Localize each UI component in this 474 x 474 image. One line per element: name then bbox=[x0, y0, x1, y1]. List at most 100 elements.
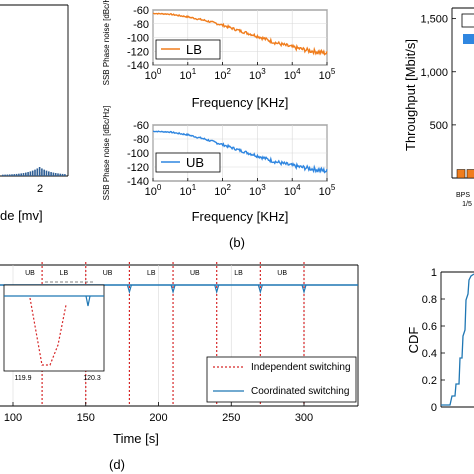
band-label: UB bbox=[190, 270, 200, 277]
x-tick-label: 105 bbox=[319, 183, 336, 198]
band-label: LB bbox=[60, 270, 69, 277]
x-tick-label: 105 bbox=[319, 67, 336, 82]
category-label: 1/5 bbox=[462, 201, 472, 208]
legend-swatch-hatched bbox=[463, 34, 474, 44]
x-tick-label: 102 bbox=[214, 183, 231, 198]
x-axis-label: Frequency [KHz] bbox=[192, 209, 289, 224]
coordinated-dip bbox=[214, 284, 220, 295]
svg-text:CDF: CDF bbox=[406, 327, 421, 354]
x-tick-label: 100 bbox=[4, 412, 22, 424]
histogram-bar bbox=[27, 172, 29, 176]
inset-tick-label: 119.9 bbox=[15, 375, 32, 382]
y-tick-label: 1 bbox=[431, 267, 437, 279]
panel-throughput: 1,500 1,000 500 Throughput [Mbit/s] BPS 1/… bbox=[403, 7, 474, 208]
inset-tick-label: 120.3 bbox=[83, 375, 101, 382]
legend: Independent switching Coordinated switch… bbox=[206, 356, 357, 403]
y-tick-label: 0.8 bbox=[422, 294, 437, 306]
y-axis-label: CDF bbox=[406, 327, 421, 354]
histogram-bar bbox=[8, 174, 11, 176]
histogram-bar bbox=[41, 168, 43, 176]
histogram-bar bbox=[43, 169, 45, 176]
histogram-bar bbox=[25, 172, 27, 176]
panel-cdf: 1 0.8 0.6 0.4 0.2 0 CDF bbox=[406, 267, 474, 414]
svg-text:SSB Phase noise [dBc/Hz]: SSB Phase noise [dBc/Hz] bbox=[102, 0, 111, 85]
x-tick-label: 100 bbox=[145, 183, 162, 198]
x-axis-label: Time [s] bbox=[113, 431, 159, 446]
band-label: UB bbox=[103, 270, 113, 277]
x-axis-label: de [mv] bbox=[0, 208, 43, 223]
throughput-bar bbox=[466, 169, 474, 179]
histogram-bar bbox=[57, 173, 59, 176]
x-tick-label: 2 bbox=[37, 183, 43, 195]
y-tick-label: -100 bbox=[127, 148, 149, 160]
histogram-bar bbox=[6, 174, 9, 176]
category-label: BPS bbox=[456, 192, 470, 199]
panel-top-left: 2 de [mv] bbox=[0, 4, 69, 223]
cdf-line bbox=[441, 273, 474, 406]
legend-label-independent: Independent switching bbox=[251, 362, 351, 373]
y-tick-label: 500 bbox=[430, 120, 448, 132]
y-tick-label: 0.6 bbox=[422, 321, 437, 333]
legend: LB bbox=[155, 39, 221, 60]
histogram-bar bbox=[31, 170, 34, 176]
series-line-ub bbox=[153, 130, 328, 174]
y-axis-label: SSB Phase noise [dBc/Hz] bbox=[102, 106, 111, 201]
y-tick-label: 1,000 bbox=[420, 67, 448, 79]
y-axis-label: Throughput [Mbit/s] bbox=[403, 39, 418, 151]
histogram-bar bbox=[34, 169, 36, 176]
y-tick-label: -80 bbox=[133, 134, 149, 146]
histogram-bar bbox=[18, 173, 20, 176]
x-tick-label: 103 bbox=[249, 183, 266, 198]
histogram-bar bbox=[38, 167, 41, 176]
y-tick-label: -120 bbox=[127, 46, 149, 58]
x-tick-label: 200 bbox=[149, 412, 167, 424]
histogram-bar bbox=[22, 173, 25, 176]
y-tick-label: 0.4 bbox=[422, 348, 437, 360]
panel-label-d: (d) bbox=[109, 457, 125, 472]
x-tick-label: 101 bbox=[179, 67, 196, 82]
histogram-bar bbox=[59, 173, 62, 176]
band-label: LB bbox=[234, 270, 243, 277]
y-tick-label: -140 bbox=[127, 176, 149, 188]
histogram-bar bbox=[4, 174, 6, 176]
coordinated-dip bbox=[257, 284, 263, 295]
svg-text:SSB Phase noise [dBc/Hz]: SSB Phase noise [dBc/Hz] bbox=[102, 106, 111, 201]
coordinated-dip bbox=[301, 284, 307, 295]
inset-zoom: 119.9 120.3 bbox=[3, 281, 105, 382]
histogram-bar bbox=[20, 173, 22, 176]
svg-text:Throughput [Mbit/s]: Throughput [Mbit/s] bbox=[403, 39, 418, 151]
y-tick-label: 0 bbox=[431, 402, 437, 414]
throughput-bar bbox=[456, 169, 466, 179]
legend: UB bbox=[155, 152, 221, 173]
histogram-bar bbox=[29, 171, 32, 176]
histogram-bar bbox=[52, 172, 55, 176]
x-tick-label: 103 bbox=[249, 67, 266, 82]
x-tick-label: 300 bbox=[295, 412, 313, 424]
histogram-bar bbox=[11, 174, 13, 176]
legend-label-coordinated: Coordinated switching bbox=[251, 386, 349, 397]
band-label: LB bbox=[147, 270, 156, 277]
histogram-bar bbox=[36, 168, 39, 176]
panel-phase-noise-ub: 100 101 102 103 104 105 -60 -80 -100 -120 -140 SSB… bbox=[102, 106, 336, 224]
histogram-bar bbox=[48, 171, 50, 176]
series-line-lb bbox=[153, 12, 328, 56]
x-tick-label: 102 bbox=[214, 67, 231, 82]
legend-label-lb: LB bbox=[186, 42, 202, 57]
histogram-bar bbox=[64, 174, 66, 176]
x-axis-label: Frequency [KHz] bbox=[192, 95, 289, 110]
y-tick-label: 0.2 bbox=[422, 375, 437, 387]
legend-box bbox=[461, 13, 474, 28]
histogram-bar bbox=[61, 173, 64, 176]
y-tick-label: -140 bbox=[127, 60, 149, 72]
x-tick-label: 150 bbox=[77, 412, 95, 424]
y-tick-label: -80 bbox=[133, 19, 149, 31]
x-tick-label: 250 bbox=[222, 412, 240, 424]
histogram-bar bbox=[45, 170, 48, 176]
histogram-bar bbox=[13, 174, 16, 176]
y-tick-label: -120 bbox=[127, 162, 149, 174]
x-tick-label: 104 bbox=[284, 183, 301, 198]
panel-switching-timeline: UB LB UB LB UB LB UB 119.9 120.3 Independent s… bbox=[0, 262, 359, 446]
y-tick-label: -100 bbox=[127, 33, 149, 45]
y-axis-label: SSB Phase noise [dBc/Hz] bbox=[102, 0, 111, 85]
histogram-bar bbox=[50, 172, 52, 176]
